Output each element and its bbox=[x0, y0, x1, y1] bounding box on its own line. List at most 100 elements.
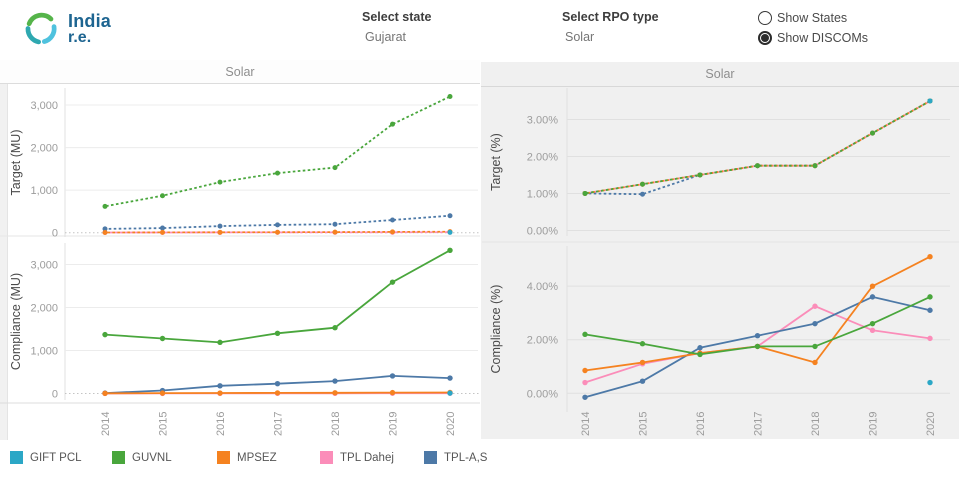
y-tick-label: 0 bbox=[52, 228, 58, 240]
x-tick-label: 2014 bbox=[580, 412, 592, 436]
line-target-pct-mpsez[interactable] bbox=[584, 100, 931, 195]
point-target-mu-tpl-a-s-2020[interactable] bbox=[447, 213, 453, 219]
y-tick-label: 2,000 bbox=[30, 303, 58, 315]
point-target-mu-guvnl-2020[interactable] bbox=[447, 94, 453, 100]
point-compliance-mu-guvnl-2017[interactable] bbox=[274, 330, 281, 337]
line-target-pct-guvnl[interactable] bbox=[584, 100, 931, 195]
point-target-mu-mpsez-2014[interactable] bbox=[102, 230, 108, 236]
line-compliance-pct-mpsez[interactable] bbox=[584, 255, 931, 372]
point-target-pct-guvnl-2014[interactable] bbox=[582, 190, 588, 196]
point-compliance-pct-guvnl-2014[interactable] bbox=[582, 331, 588, 338]
point-compliance-pct-tpl-a-s-2019[interactable] bbox=[869, 294, 876, 300]
point-compliance-pct-guvnl-2016[interactable] bbox=[697, 351, 703, 358]
point-compliance-mu-guvnl-2015[interactable] bbox=[159, 335, 166, 342]
point-compliance-pct-gift-pcl-2020[interactable] bbox=[927, 379, 933, 386]
line-target-pct-tpl-dahej[interactable] bbox=[584, 100, 931, 195]
point-target-mu-mpsez-2016[interactable] bbox=[217, 229, 223, 235]
point-compliance-pct-tpl-a-s-2014[interactable] bbox=[582, 394, 588, 400]
legend-item-gift-pcl[interactable]: GIFT PCL bbox=[10, 451, 82, 464]
select-rpo-value[interactable]: Solar bbox=[565, 30, 595, 44]
point-compliance-pct-tpl-a-s-2018[interactable] bbox=[812, 320, 818, 327]
point-target-mu-guvnl-2016[interactable] bbox=[217, 179, 223, 185]
legend-swatch-tpl-dahej bbox=[320, 451, 333, 464]
point-target-mu-guvnl-2017[interactable] bbox=[275, 170, 280, 176]
point-target-pct-guvnl-2017[interactable] bbox=[755, 163, 760, 169]
point-target-pct-guvnl-2019[interactable] bbox=[870, 130, 875, 136]
charts-canvas: 0 1,000 2,000 3,000 Target (MU) 0 1,000 2,000 3,… bbox=[0, 88, 959, 436]
point-target-mu-mpsez-2015[interactable] bbox=[160, 229, 165, 235]
point-compliance-mu-mpsez-2017[interactable] bbox=[274, 390, 281, 396]
point-target-mu-tpl-a-s-2016[interactable] bbox=[217, 223, 223, 229]
legend-item-guvnl[interactable]: GUVNL bbox=[112, 451, 172, 464]
point-target-mu-tpl-a-s-2018[interactable] bbox=[332, 221, 338, 227]
point-target-mu-guvnl-2019[interactable] bbox=[390, 121, 395, 127]
point-compliance-mu-tpl-a-s-2017[interactable] bbox=[274, 380, 281, 387]
point-target-mu-tpl-a-s-2017[interactable] bbox=[275, 222, 280, 228]
point-target-mu-gift-pcl-2020[interactable] bbox=[447, 229, 453, 235]
point-target-pct-guvnl-2016[interactable] bbox=[697, 172, 703, 178]
point-target-mu-mpsez-2018[interactable] bbox=[332, 229, 338, 235]
point-compliance-pct-mpsez-2019[interactable] bbox=[869, 283, 876, 289]
x-tick-label: 2019 bbox=[868, 412, 880, 436]
radio-show-discoms[interactable]: Show DISCOMs bbox=[758, 28, 868, 48]
point-compliance-pct-tpl-a-s-2016[interactable] bbox=[697, 345, 703, 351]
point-compliance-pct-tpl-dahej-2014[interactable] bbox=[582, 379, 588, 386]
point-compliance-mu-mpsez-2018[interactable] bbox=[332, 390, 338, 396]
point-compliance-mu-guvnl-2020[interactable] bbox=[447, 247, 453, 254]
point-compliance-mu-guvnl-2018[interactable] bbox=[332, 325, 338, 331]
point-target-pct-gift-pcl-2020[interactable] bbox=[927, 98, 933, 104]
point-compliance-mu-mpsez-2019[interactable] bbox=[389, 389, 396, 396]
select-state-value[interactable]: Gujarat bbox=[365, 30, 406, 44]
point-compliance-pct-tpl-dahej-2020[interactable] bbox=[927, 335, 933, 342]
radio-show-states[interactable]: Show States bbox=[758, 8, 868, 28]
point-compliance-mu-tpl-a-s-2020[interactable] bbox=[447, 375, 453, 381]
point-compliance-pct-mpsez-2018[interactable] bbox=[812, 359, 818, 366]
point-compliance-mu-mpsez-2015[interactable] bbox=[159, 390, 166, 396]
y-tick-label: 1.00% bbox=[527, 188, 558, 200]
radio-show-discoms-icon[interactable] bbox=[758, 31, 772, 45]
point-compliance-mu-tpl-a-s-2018[interactable] bbox=[332, 378, 338, 384]
point-compliance-mu-mpsez-2014[interactable] bbox=[102, 390, 108, 397]
point-compliance-pct-guvnl-2020[interactable] bbox=[927, 294, 933, 300]
legend-item-tpl-a-s[interactable]: TPL-A,S bbox=[424, 451, 487, 464]
point-compliance-mu-guvnl-2016[interactable] bbox=[217, 339, 223, 346]
point-compliance-pct-guvnl-2018[interactable] bbox=[812, 343, 818, 350]
point-compliance-pct-guvnl-2015[interactable] bbox=[639, 341, 646, 347]
select-state-label: Select state bbox=[362, 10, 432, 24]
point-compliance-mu-guvnl-2014[interactable] bbox=[102, 331, 108, 338]
point-compliance-mu-tpl-a-s-2019[interactable] bbox=[389, 373, 396, 379]
point-compliance-pct-guvnl-2017[interactable] bbox=[754, 343, 761, 350]
left-pane-title: Solar bbox=[0, 60, 480, 84]
point-compliance-pct-mpsez-2014[interactable] bbox=[582, 367, 588, 374]
point-compliance-mu-mpsez-2016[interactable] bbox=[217, 390, 223, 396]
point-target-pct-guvnl-2018[interactable] bbox=[812, 163, 818, 169]
point-target-mu-mpsez-2019[interactable] bbox=[390, 229, 395, 235]
point-target-pct-tpl-a-s-2015[interactable] bbox=[640, 191, 645, 197]
logo-text: India r.e. bbox=[68, 12, 111, 46]
point-target-mu-tpl-a-s-2019[interactable] bbox=[390, 217, 395, 223]
point-compliance-mu-gift-pcl-2020[interactable] bbox=[447, 390, 453, 396]
legend-item-tpl-dahej[interactable]: TPL Dahej bbox=[320, 451, 394, 464]
point-compliance-pct-mpsez-2020[interactable] bbox=[927, 254, 933, 260]
point-compliance-pct-tpl-a-s-2017[interactable] bbox=[754, 332, 761, 339]
point-compliance-pct-tpl-dahej-2019[interactable] bbox=[869, 327, 876, 334]
point-compliance-mu-guvnl-2019[interactable] bbox=[389, 279, 396, 285]
y-tick-label: 4.00% bbox=[527, 281, 558, 293]
point-compliance-pct-guvnl-2019[interactable] bbox=[869, 320, 876, 327]
point-compliance-mu-tpl-a-s-2016[interactable] bbox=[217, 383, 223, 389]
point-target-mu-mpsez-2017[interactable] bbox=[275, 229, 280, 235]
point-compliance-pct-tpl-a-s-2015[interactable] bbox=[639, 378, 646, 384]
radio-show-states-icon[interactable] bbox=[758, 11, 772, 25]
point-target-mu-guvnl-2018[interactable] bbox=[332, 165, 338, 171]
legend-label-mpsez: MPSEZ bbox=[237, 451, 277, 464]
point-target-pct-guvnl-2015[interactable] bbox=[640, 181, 645, 187]
legend-item-mpsez[interactable]: MPSEZ bbox=[217, 451, 277, 464]
point-target-mu-tpl-a-s-2015[interactable] bbox=[160, 225, 165, 231]
line-target-pct-tpl-a-s[interactable] bbox=[584, 100, 931, 196]
point-compliance-pct-tpl-a-s-2020[interactable] bbox=[927, 307, 933, 313]
point-target-mu-guvnl-2014[interactable] bbox=[102, 203, 108, 209]
point-compliance-pct-tpl-dahej-2018[interactable] bbox=[812, 303, 818, 309]
point-compliance-pct-mpsez-2015[interactable] bbox=[639, 359, 646, 366]
point-target-mu-guvnl-2015[interactable] bbox=[160, 193, 165, 199]
point-target-mu-tpl-a-s-2014[interactable] bbox=[102, 226, 108, 232]
